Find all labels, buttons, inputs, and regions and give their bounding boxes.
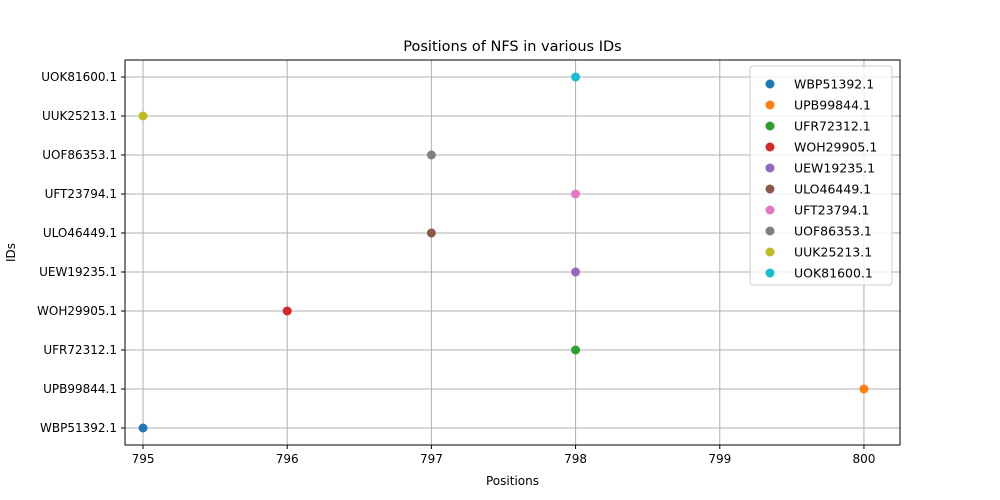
y-tick-label: WBP51392.1 — [40, 421, 117, 435]
y-tick-label: UEW19235.1 — [39, 265, 117, 279]
legend-label: UFT23794.1 — [794, 203, 869, 218]
legend-label: UOF86353.1 — [794, 224, 872, 239]
y-tick-label: ULO46449.1 — [43, 226, 117, 240]
legend-items: WBP51392.1 UPB99844.1 UFR72312.1 WOH29905.1… — [765, 77, 877, 281]
y-tick-label: UOK81600.1 — [41, 70, 117, 84]
legend-marker — [765, 121, 775, 131]
y-tick-label: UFR72312.1 — [43, 343, 117, 357]
legend-label: WOH29905.1 — [794, 140, 877, 155]
data-point — [571, 345, 581, 355]
legend-label: UFR72312.1 — [794, 119, 871, 134]
x-axis-label: Positions — [486, 474, 539, 488]
data-point — [426, 228, 436, 238]
x-tick-label: 795 — [132, 452, 155, 466]
data-point — [138, 111, 148, 121]
legend-marker — [765, 100, 775, 110]
x-tick-label: 797 — [420, 452, 443, 466]
legend-marker — [765, 142, 775, 152]
y-tick-label: WOH29905.1 — [37, 304, 117, 318]
legend-label: UOK81600.1 — [794, 266, 873, 281]
y-tick-label: UOF86353.1 — [42, 148, 117, 162]
legend-box — [749, 65, 893, 286]
legend-marker — [765, 184, 775, 194]
x-tick-label: 796 — [276, 452, 299, 466]
data-point — [571, 267, 581, 277]
legend-marker — [765, 79, 775, 89]
y-tick-label: UUK25213.1 — [42, 109, 117, 123]
data-point — [282, 306, 292, 316]
legend-marker — [765, 205, 775, 215]
data-point — [571, 189, 581, 199]
legend-label: UEW19235.1 — [794, 161, 875, 176]
plot-frame — [124, 59, 901, 446]
legend-marker — [765, 163, 775, 173]
data-point — [138, 423, 148, 433]
legend-marker — [765, 268, 775, 278]
legend-marker — [765, 247, 775, 257]
legend-label: UUK25213.1 — [794, 245, 872, 260]
data-points — [138, 72, 869, 433]
data-point — [859, 384, 869, 394]
chart-title: Positions of NFS in various IDs — [403, 39, 621, 55]
legend-marker — [765, 226, 775, 236]
x-axis: 795 796 797 798 799 800 — [132, 445, 876, 466]
data-point — [571, 72, 581, 82]
data-point — [426, 150, 436, 160]
y-axis-label: IDs — [4, 243, 18, 262]
y-axis: WBP51392.1 UPB99844.1 UFR72312.1 WOH29905.1… — [37, 70, 125, 435]
x-tick-label: 798 — [564, 452, 587, 466]
legend-label: WBP51392.1 — [794, 77, 874, 92]
x-tick-label: 800 — [853, 452, 876, 466]
legend-label: ULO46449.1 — [794, 182, 871, 197]
y-tick-label: UPB99844.1 — [43, 382, 117, 396]
x-tick-label: 799 — [708, 452, 731, 466]
legend-label: UPB99844.1 — [794, 98, 871, 113]
legend: WBP51392.1 UPB99844.1 UFR72312.1 WOH29905.1… — [749, 65, 893, 286]
y-tick-label: UFT23794.1 — [45, 187, 117, 201]
